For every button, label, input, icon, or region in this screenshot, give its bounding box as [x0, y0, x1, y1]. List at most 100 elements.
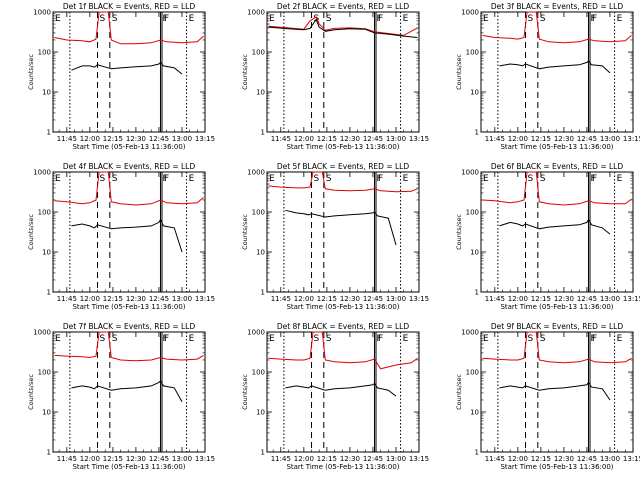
- marker-label-f: F: [164, 334, 169, 344]
- panel-det-3: Det 3f BLACK = Events, RED = LLD 1 10 100 10…: [455, 2, 640, 151]
- x-tick-label: 13:15: [623, 295, 640, 303]
- y-tick-label: 100: [466, 209, 479, 217]
- x-tick-label: 12:45: [363, 135, 383, 143]
- panel-det-7: Det 7f BLACK = Events, RED = LLD 1 10 100 10…: [27, 322, 215, 471]
- x-tick-label: 12:15: [317, 455, 337, 463]
- marker-label-s: S: [314, 174, 320, 184]
- y-tick-label: 10: [470, 89, 479, 97]
- x-tick-label: 12:15: [531, 455, 551, 463]
- marker-label-e: E: [189, 334, 195, 344]
- y-tick-label: 1000: [247, 329, 265, 337]
- y-tick-label: 100: [252, 209, 265, 217]
- series-line-events: [268, 18, 418, 38]
- x-axis-label: Start Time (05-Feb-13 11:36:00): [286, 303, 399, 311]
- y-tick-label: 10: [256, 89, 265, 97]
- marker-label-s: S: [112, 14, 118, 24]
- x-tick-label: 12:30: [554, 135, 574, 143]
- y-tick-label: 10: [256, 249, 265, 257]
- x-tick-label: 12:45: [577, 295, 597, 303]
- x-tick-label: 11:45: [271, 455, 291, 463]
- y-tick-label: 10: [470, 249, 479, 257]
- x-tick-label: 13:15: [195, 455, 215, 463]
- x-tick-label: 13:00: [386, 295, 406, 303]
- panel-title: Det 1f BLACK = Events, RED = LLD: [63, 2, 196, 11]
- marker-label-f: F: [164, 174, 169, 184]
- y-tick-label: 1: [475, 449, 479, 457]
- x-tick-label: 12:15: [103, 295, 123, 303]
- marker-label-e: E: [403, 14, 409, 24]
- x-axis-label: Start Time (05-Feb-13 11:36:00): [72, 463, 185, 471]
- panel-title: Det 7f BLACK = Events, RED = LLD: [63, 322, 196, 331]
- x-tick-label: 13:00: [600, 135, 620, 143]
- x-tick-label: 12:00: [508, 295, 528, 303]
- y-tick-label: 1000: [247, 9, 265, 17]
- plot-frame: [52, 171, 206, 293]
- x-axis-label: Start Time (05-Feb-13 11:36:00): [500, 463, 613, 471]
- plot-frame: [52, 11, 206, 133]
- marker-label-e: E: [55, 174, 61, 184]
- x-tick-label: 12:15: [103, 135, 123, 143]
- x-tick-label: 12:15: [317, 135, 337, 143]
- x-tick-label: 11:45: [485, 135, 505, 143]
- marker-label-s: S: [112, 334, 118, 344]
- panel-title: Det 3f BLACK = Events, RED = LLD: [491, 2, 624, 11]
- x-tick-label: 12:15: [103, 455, 123, 463]
- marker-label-f: F: [378, 174, 383, 184]
- x-tick-label: 13:15: [409, 455, 429, 463]
- x-tick-label: 12:45: [363, 295, 383, 303]
- x-tick-label: 11:45: [271, 295, 291, 303]
- x-tick-label: 13:15: [409, 295, 429, 303]
- plot-frame: [52, 331, 206, 453]
- x-tick-label: 12:00: [294, 295, 314, 303]
- x-tick-label: 11:45: [271, 135, 291, 143]
- x-tick-label: 12:15: [317, 295, 337, 303]
- plot-frame: [266, 11, 420, 133]
- y-axis-label: Counts/sec: [455, 374, 463, 410]
- series-line-lld: [54, 331, 204, 362]
- x-tick-label: 13:00: [172, 455, 192, 463]
- x-tick-label: 12:30: [126, 295, 146, 303]
- y-axis-label: Counts/sec: [27, 54, 35, 90]
- x-tick-label: 12:30: [126, 135, 146, 143]
- x-tick-label: 12:00: [80, 135, 100, 143]
- y-tick-label: 1000: [461, 169, 479, 177]
- x-tick-label: 12:30: [340, 135, 360, 143]
- y-tick-label: 1: [261, 449, 265, 457]
- series-line-events: [499, 60, 611, 74]
- x-tick-label: 11:45: [57, 455, 77, 463]
- series-line-events: [499, 381, 611, 401]
- panel-det-2: Det 2f BLACK = Events, RED = LLD 1 10 100 10…: [241, 2, 429, 151]
- marker-label-s: S: [100, 14, 106, 24]
- x-tick-label: 12:45: [577, 455, 597, 463]
- x-tick-label: 13:00: [600, 455, 620, 463]
- y-axis-label: Counts/sec: [241, 214, 249, 250]
- y-tick-label: 1: [47, 289, 51, 297]
- series-line-events: [71, 218, 183, 253]
- y-tick-label: 100: [252, 369, 265, 377]
- marker-label-f: F: [162, 14, 167, 24]
- x-tick-label: 12:00: [508, 455, 528, 463]
- marker-label-s: S: [314, 334, 320, 344]
- panel-title: Det 9f BLACK = Events, RED = LLD: [491, 322, 624, 331]
- x-tick-label: 13:00: [386, 455, 406, 463]
- y-tick-label: 10: [42, 89, 51, 97]
- x-tick-label: 12:00: [294, 455, 314, 463]
- marker-label-s: S: [326, 174, 332, 184]
- y-axis-label: Counts/sec: [455, 54, 463, 90]
- y-tick-label: 100: [38, 49, 51, 57]
- panel-title: Det 6f BLACK = Events, RED = LLD: [491, 162, 624, 171]
- marker-label-s: S: [326, 14, 332, 24]
- series-line-events: [499, 218, 611, 235]
- marker-label-e: E: [269, 174, 275, 184]
- series-line-lld: [54, 171, 204, 206]
- plot-frame: [480, 171, 634, 293]
- x-axis-label: Start Time (05-Feb-13 11:36:00): [72, 143, 185, 151]
- x-axis-label: Start Time (05-Feb-13 11:36:00): [72, 303, 185, 311]
- x-tick-label: 12:30: [554, 295, 574, 303]
- x-tick-label: 12:00: [80, 455, 100, 463]
- y-tick-label: 100: [252, 49, 265, 57]
- marker-label-s: S: [540, 334, 546, 344]
- x-tick-label: 11:45: [485, 295, 505, 303]
- x-tick-label: 13:15: [409, 135, 429, 143]
